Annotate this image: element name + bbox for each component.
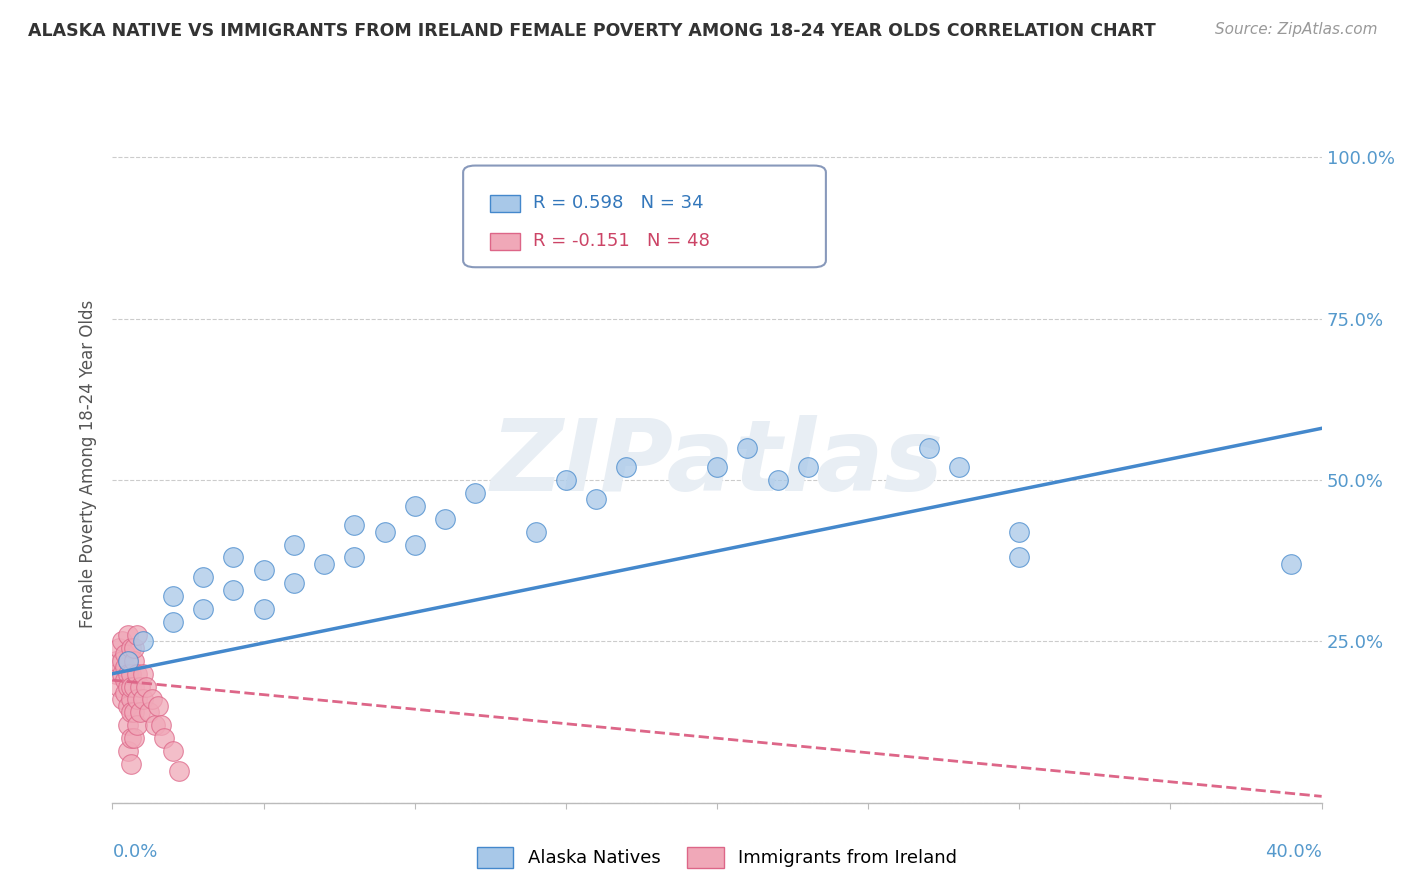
Point — [132, 666, 155, 681]
Point — [948, 460, 970, 475]
Text: Source: ZipAtlas.com: Source: ZipAtlas.com — [1215, 22, 1378, 37]
Point — [114, 660, 136, 674]
Point — [128, 680, 150, 694]
Point — [110, 634, 132, 648]
Text: R = 0.598   N = 34: R = 0.598 N = 34 — [533, 194, 704, 212]
Point — [120, 706, 142, 720]
Point — [222, 550, 245, 565]
Point — [120, 666, 142, 681]
Point — [766, 473, 789, 487]
Point — [143, 718, 166, 732]
Text: ALASKA NATIVE VS IMMIGRANTS FROM IRELAND FEMALE POVERTY AMONG 18-24 YEAR OLDS CO: ALASKA NATIVE VS IMMIGRANTS FROM IRELAND… — [28, 22, 1156, 40]
Point — [120, 731, 142, 746]
Point — [283, 537, 305, 551]
Point — [706, 460, 728, 475]
Point — [1008, 550, 1031, 565]
Point — [125, 628, 148, 642]
Point — [524, 524, 547, 539]
Point — [253, 563, 276, 577]
Point — [122, 640, 145, 655]
Point — [162, 744, 184, 758]
Point — [122, 706, 145, 720]
Y-axis label: Female Poverty Among 18-24 Year Olds: Female Poverty Among 18-24 Year Olds — [79, 300, 97, 628]
Text: 40.0%: 40.0% — [1265, 844, 1322, 862]
Point — [120, 692, 142, 706]
Point — [114, 686, 136, 700]
Point — [122, 731, 145, 746]
Point — [107, 640, 129, 655]
Point — [343, 550, 366, 565]
Point — [107, 680, 129, 694]
Point — [1279, 557, 1302, 571]
Point — [128, 706, 150, 720]
Point — [117, 628, 139, 642]
Point — [162, 589, 184, 603]
Point — [253, 602, 276, 616]
Point — [343, 518, 366, 533]
Point — [737, 227, 759, 242]
Point — [283, 576, 305, 591]
Point — [135, 680, 157, 694]
Legend: Alaska Natives, Immigrants from Ireland: Alaska Natives, Immigrants from Ireland — [470, 840, 965, 875]
Text: R = -0.151   N = 48: R = -0.151 N = 48 — [533, 232, 710, 250]
Point — [117, 744, 139, 758]
Point — [374, 524, 396, 539]
Point — [110, 692, 132, 706]
Point — [132, 634, 155, 648]
Point — [222, 582, 245, 597]
Point — [796, 460, 818, 475]
Point — [167, 764, 190, 778]
Point — [114, 673, 136, 687]
Point — [1008, 524, 1031, 539]
Point — [104, 666, 127, 681]
Point — [737, 441, 759, 455]
Point — [191, 602, 214, 616]
Point — [110, 654, 132, 668]
Point — [117, 654, 139, 668]
Point — [616, 460, 638, 475]
Point — [191, 570, 214, 584]
Point — [110, 666, 132, 681]
Point — [153, 731, 176, 746]
Point — [433, 512, 456, 526]
Text: ZIPatlas: ZIPatlas — [491, 416, 943, 512]
Point — [138, 706, 160, 720]
Point — [464, 486, 486, 500]
Point — [117, 666, 139, 681]
FancyBboxPatch shape — [489, 194, 520, 211]
Point — [125, 666, 148, 681]
Point — [125, 718, 148, 732]
Point — [585, 492, 607, 507]
FancyBboxPatch shape — [489, 233, 520, 250]
Point — [117, 718, 139, 732]
Point — [314, 557, 336, 571]
Point — [132, 692, 155, 706]
Point — [404, 537, 426, 551]
Point — [146, 698, 169, 713]
Point — [918, 441, 941, 455]
Point — [554, 473, 576, 487]
Point — [404, 499, 426, 513]
Point — [149, 718, 172, 732]
Point — [117, 654, 139, 668]
Point — [122, 654, 145, 668]
Point — [120, 757, 142, 772]
Point — [162, 615, 184, 629]
Point — [122, 680, 145, 694]
Point — [141, 692, 163, 706]
Text: 0.0%: 0.0% — [112, 844, 157, 862]
Point — [125, 692, 148, 706]
Point — [104, 654, 127, 668]
Point — [117, 698, 139, 713]
FancyBboxPatch shape — [463, 166, 825, 268]
Point — [120, 680, 142, 694]
Point — [114, 648, 136, 662]
Point — [120, 640, 142, 655]
Point — [117, 680, 139, 694]
